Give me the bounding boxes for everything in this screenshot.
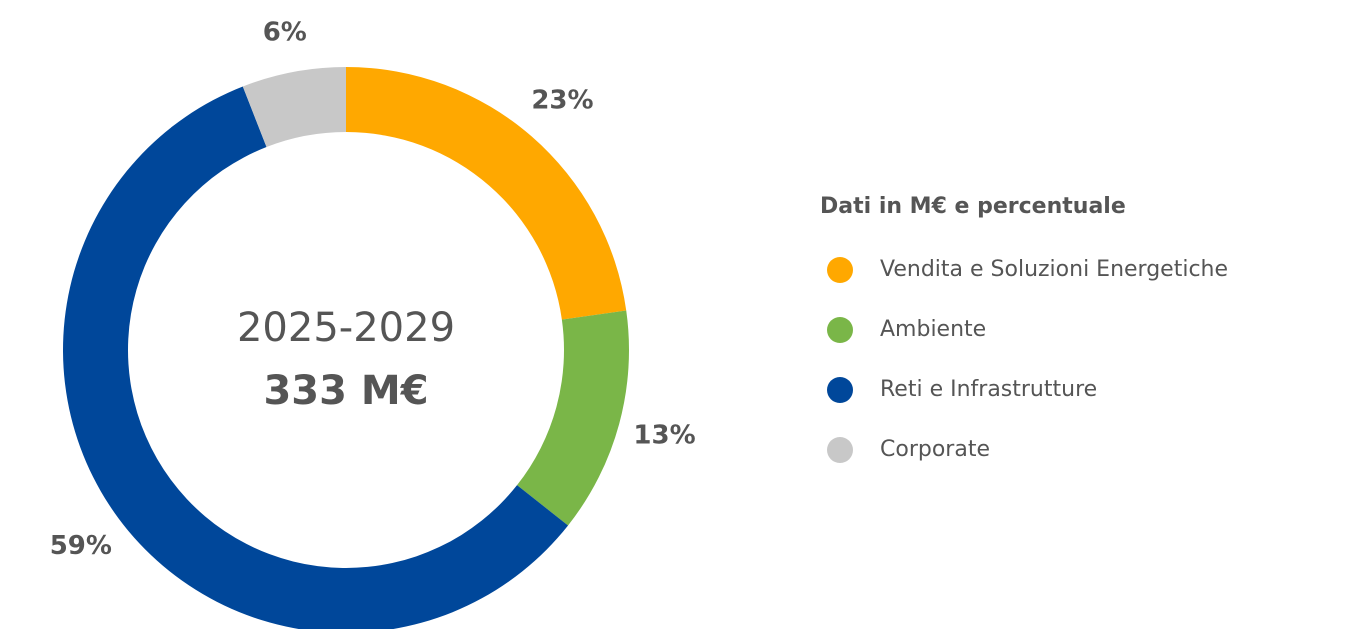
- data-label: 6%: [263, 18, 307, 48]
- center-total: 333 M€: [263, 368, 428, 414]
- legend-swatch: [827, 257, 853, 283]
- legend-swatch: [827, 317, 853, 343]
- donut-segment: [63, 86, 569, 629]
- legend-title: Dati in M€ e percentuale: [820, 194, 1126, 219]
- legend-label: Vendita e Soluzioni Energetiche: [880, 257, 1228, 282]
- donut-segment: [517, 310, 629, 526]
- legend-swatch: [827, 377, 853, 403]
- legend-label: Ambiente: [880, 317, 986, 342]
- legend-swatch: [827, 437, 853, 463]
- data-label: 13%: [633, 421, 695, 451]
- donut-segment: [346, 67, 627, 320]
- data-label: 23%: [531, 85, 593, 115]
- center-title: 2025-2029: [237, 305, 455, 351]
- donut-segment: [242, 67, 346, 148]
- legend-label: Corporate: [880, 437, 990, 462]
- legend-label: Reti e Infrastrutture: [880, 377, 1097, 402]
- data-label: 59%: [50, 531, 112, 561]
